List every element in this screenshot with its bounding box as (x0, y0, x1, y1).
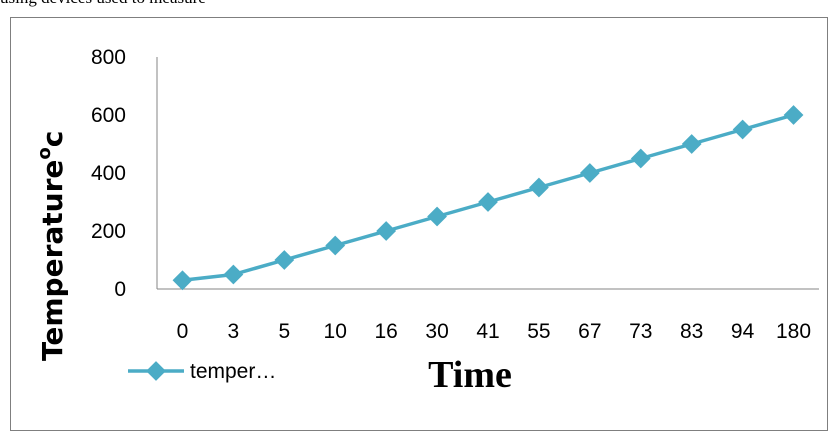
document-fragment-text: using devices used to measure (0, 0, 206, 8)
x-tick-label: 83 (680, 320, 703, 343)
x-tick-label: 30 (425, 320, 448, 343)
y-axis-title: Temperatureoc (34, 131, 69, 361)
y-tick-label: 800 (91, 46, 126, 69)
x-tick-label: 3 (228, 320, 240, 343)
legend-label: temper… (190, 360, 276, 383)
x-tick-label: 16 (374, 320, 397, 343)
data-point-marker (274, 250, 295, 270)
x-tick-label: 55 (527, 320, 550, 343)
data-point-marker (325, 235, 346, 256)
data-point-marker (579, 163, 600, 183)
y-tick-label: 400 (91, 162, 126, 185)
y-axis-title-suffix: c (36, 131, 69, 148)
chart-frame (10, 17, 828, 431)
x-tick-label: 41 (476, 320, 499, 343)
series-markers (172, 105, 804, 291)
x-axis-ticks: 0 3 5 10 16 30 41 55 67 73 83 94 180 (177, 320, 811, 343)
x-tick-label: 10 (324, 320, 347, 343)
x-axis-title: Time (428, 354, 512, 396)
x-tick-label: 0 (177, 320, 189, 343)
x-tick-label: 67 (578, 320, 601, 343)
y-tick-label: 0 (114, 278, 126, 301)
data-point-marker (630, 148, 651, 169)
y-tick-label: 200 (91, 220, 126, 243)
data-point-marker (681, 134, 702, 154)
data-point-marker (427, 206, 447, 227)
legend-marker-swatch (146, 361, 166, 381)
data-point-marker (732, 119, 753, 140)
x-tick-label: 94 (731, 320, 755, 343)
data-point-marker (478, 192, 498, 212)
x-tick-label: 180 (776, 320, 811, 343)
data-point-marker (172, 270, 193, 291)
x-tick-label: 73 (629, 320, 652, 343)
data-point-marker (376, 221, 397, 241)
y-axis-title-main: Temperature (36, 160, 69, 361)
x-tick-label: 5 (278, 320, 290, 343)
data-point-marker (223, 264, 244, 285)
y-axis-title-superscript: o (34, 147, 55, 159)
data-point-marker (529, 177, 549, 198)
y-tick-label: 600 (91, 104, 126, 127)
legend: temper… (128, 360, 276, 383)
data-point-marker (783, 105, 804, 125)
y-axis-ticks: 0 200 400 600 800 (91, 46, 126, 301)
